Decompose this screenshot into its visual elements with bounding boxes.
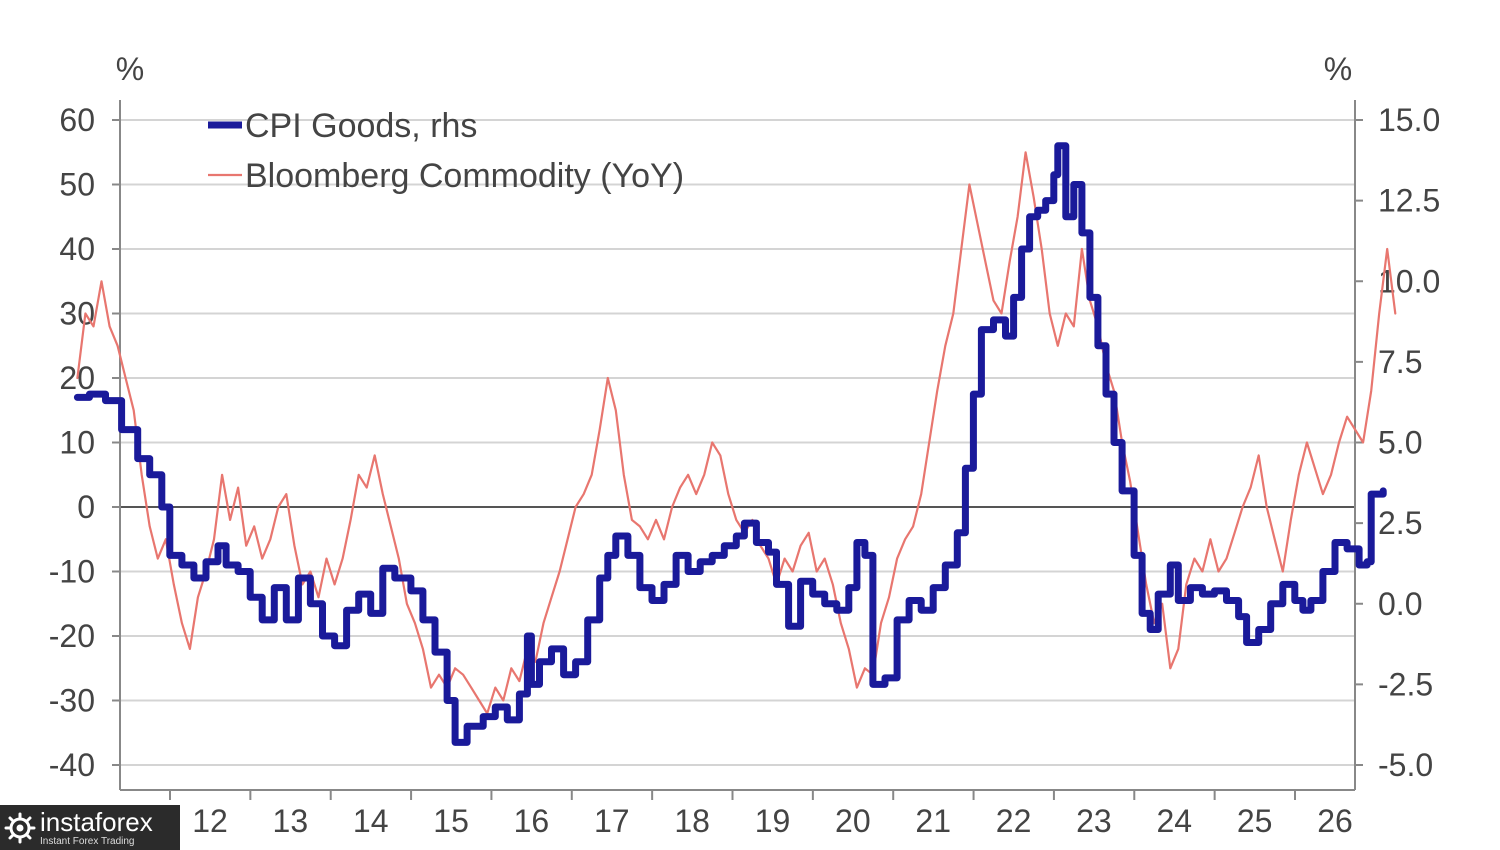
right-tick-label: 0.0 xyxy=(1378,586,1422,622)
x-tick-label: 25 xyxy=(1237,803,1273,839)
x-tick-label: 24 xyxy=(1156,803,1192,839)
x-tick-label: 20 xyxy=(835,803,871,839)
right-tick-label: -5.0 xyxy=(1378,747,1433,783)
right-tick-label: 12.5 xyxy=(1378,183,1440,219)
x-tick-label: 23 xyxy=(1076,803,1112,839)
x-tick-label: 13 xyxy=(273,803,309,839)
left-tick-label: 60 xyxy=(59,102,95,138)
left-tick-label: -30 xyxy=(49,683,95,719)
x-tick-label: 12 xyxy=(192,803,228,839)
left-tick-label: 10 xyxy=(59,425,95,461)
left-tick-label: 30 xyxy=(59,296,95,332)
left-tick-label: -10 xyxy=(49,554,95,590)
x-tick-label: 26 xyxy=(1317,803,1353,839)
instaforex-logo-icon xyxy=(0,805,40,850)
right-tick-label: -2.5 xyxy=(1378,666,1433,702)
right-tick-label: 15.0 xyxy=(1378,102,1440,138)
watermark-text: instaforex Instant Forex Trading xyxy=(40,809,153,847)
grid-lines xyxy=(120,119,1355,766)
x-tick-label: 19 xyxy=(755,803,791,839)
right-tick-label: 7.5 xyxy=(1378,344,1422,380)
x-tick-label: 21 xyxy=(915,803,951,839)
x-tick-label: 22 xyxy=(996,803,1032,839)
right-tick-label: 2.5 xyxy=(1378,505,1422,541)
x-tick-label: 15 xyxy=(433,803,469,839)
legend-label-bloomberg-commodity: Bloomberg Commodity (YoY) xyxy=(245,157,684,195)
right-tick-label: 10.0 xyxy=(1378,263,1440,299)
right-tick-label: 5.0 xyxy=(1378,425,1422,461)
series-line-cpi-goods xyxy=(73,142,1387,746)
series-lines xyxy=(73,142,1397,746)
left-tick-label: 50 xyxy=(59,167,95,203)
legend-label-cpi-goods: CPI Goods, rhs xyxy=(245,107,477,145)
watermark-subtitle: Instant Forex Trading xyxy=(40,835,135,847)
series-line-bloomberg-commodity xyxy=(76,151,1397,715)
watermark-brand: instaforex xyxy=(40,806,153,837)
x-tick-label: 17 xyxy=(594,803,630,839)
left-unit-label: % xyxy=(116,51,144,87)
left-tick-label: -40 xyxy=(49,747,95,783)
left-tick-label: 0 xyxy=(77,489,95,525)
left-tick-label: 40 xyxy=(59,231,95,267)
x-tick-label: 16 xyxy=(514,803,550,839)
axes: 60 50 40 30 20 10 0 -10 -20 -30 -40 15.0 12.5 10.0 7.5… xyxy=(49,51,1441,839)
instaforex-watermark: instaforex Instant Forex Trading xyxy=(0,805,180,850)
x-tick-label: 14 xyxy=(353,803,389,839)
right-unit-label: % xyxy=(1324,51,1352,87)
x-tick-label: 18 xyxy=(674,803,710,839)
legend: CPI Goods, rhs Bloomberg Commodity (YoY) xyxy=(208,107,684,195)
left-tick-label: -20 xyxy=(49,618,95,654)
